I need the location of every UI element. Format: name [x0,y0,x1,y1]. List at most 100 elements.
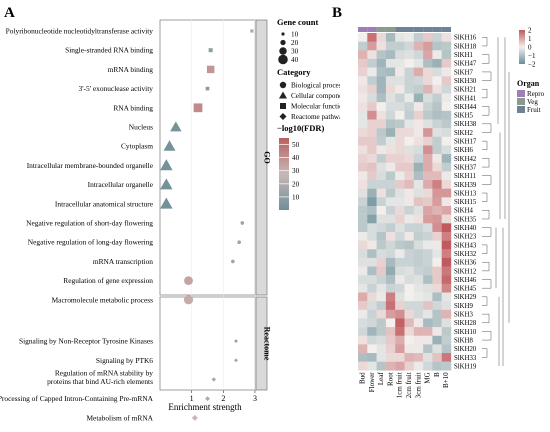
heatmap-cell [432,240,442,250]
row-label: SlKH30 [454,78,477,85]
heatmap-cell [376,58,387,68]
heatmap-cell [395,102,405,112]
heatmap-cell [432,335,442,345]
heatmap-cell [395,266,405,276]
heatmap-cell [395,154,405,163]
heatmap-cell [432,76,442,86]
heatmap-cell [404,41,414,51]
term-label: mRNA transcription [93,257,153,266]
heatmap-cell [404,197,414,207]
heatmap-cell [432,162,442,172]
heatmap-cell [441,58,452,68]
heatmap-cell [376,309,387,319]
heatmap-cell [423,171,433,181]
heatmap-cell [367,214,377,224]
heatmap-cell [395,145,405,155]
heatmap-cell [404,275,414,285]
heatmap-cell [404,145,414,155]
heatmap-cell [423,318,433,328]
category-legend-label: Molecular function [291,103,340,111]
heatmap-cell [432,102,442,112]
heatmap-cell [441,76,452,86]
heatmap-cell [423,84,433,94]
size-legend-label: 10 [291,31,299,39]
panel-a: A Polyribonucleotide nucleotidyltransfer… [0,5,349,423]
row-label: SlKH17 [454,139,477,146]
heatmap-cell [413,84,424,94]
heatmap-cell [432,231,442,241]
column-label: Bud [359,372,367,384]
panel-label-a: A [4,5,15,21]
heatmap-cell [413,292,424,302]
heatmap-cell [441,145,452,155]
heatmap-cell [358,223,368,233]
heatmap-cell [423,214,433,224]
heatmap-cell [404,318,414,328]
term-label: Negative regulation of short-day floweri… [26,219,153,228]
organ-legend-title: Organ [517,79,540,88]
heatmap-cell [385,257,396,267]
heatmap-cell [432,136,442,146]
heatmap-cell [385,335,396,345]
point-biological-process [183,295,194,305]
heatmap-cell [395,110,405,120]
heatmap-cell [395,249,405,259]
term-label: RNA binding [113,103,153,112]
heatmap-cell [385,197,396,207]
heatmap-cell [404,283,414,293]
heatmap-cell [376,102,387,112]
heatmap-cell [432,344,442,354]
x-tick-label: 1 [190,394,194,403]
heatmap-cell [367,197,377,207]
heatmap-cell [413,214,424,224]
heatmap-cell [432,292,442,302]
term-label-line: Regulation of mRNA stability by [55,368,153,377]
heatmap-cell [385,249,396,259]
heatmap-cell [404,84,414,94]
facet-frame [159,19,256,296]
heatmap-cell [367,67,377,77]
heatmap-cell [423,249,433,259]
row-label: SlKH4 [454,208,473,215]
heatmap-cell [413,206,424,215]
point-reactome-pathway [234,339,238,343]
heatmap-cells [358,33,452,371]
heatmap-cell [404,257,414,267]
term-labels: Polyribonucleotide nucleotidyltransferas… [0,27,154,423]
heatmap-cell [404,128,414,137]
heatmap-cell [376,283,387,293]
heatmap-cell [358,344,368,354]
heatmap-cell [413,344,424,354]
category-legend-label: Biological process [291,82,340,90]
heatmap-cell [423,119,433,129]
point-molecular-function [250,29,254,33]
heatmap-cell [432,50,442,60]
heatmap-cell [404,188,414,198]
organ-cell-repro [358,27,368,32]
heatmap-cell [358,50,368,60]
heatmap-cell [376,292,387,302]
heatmap-cell [385,93,396,103]
heatmap-cell [413,128,424,137]
heatmap-cell [395,188,405,198]
heatmap-cell [395,240,405,250]
heatmap-cell [358,102,368,112]
heatmap-cell [376,240,387,250]
heatmap-cell [432,318,442,328]
heatmap-cell [376,344,387,354]
heatmap-cell [413,257,424,267]
heatmap-cell [376,197,387,207]
heatmap-cell [376,128,387,137]
row-label: SlKH42 [454,156,477,163]
heatmap-cell [358,231,368,241]
heatmap-cell [367,353,377,362]
column-labels: Bud Flower Leaf Root 1cm fruit 2cm fruit 3cm f… [359,372,451,399]
row-label: SlKH9 [454,303,473,310]
row-label: SlKH39 [454,182,477,189]
heatmap-cell [423,41,433,51]
heatmap-cell [385,171,396,181]
point-biological-process [240,221,245,225]
heatmap-cell [423,188,433,198]
heatmap-cell [404,309,414,319]
